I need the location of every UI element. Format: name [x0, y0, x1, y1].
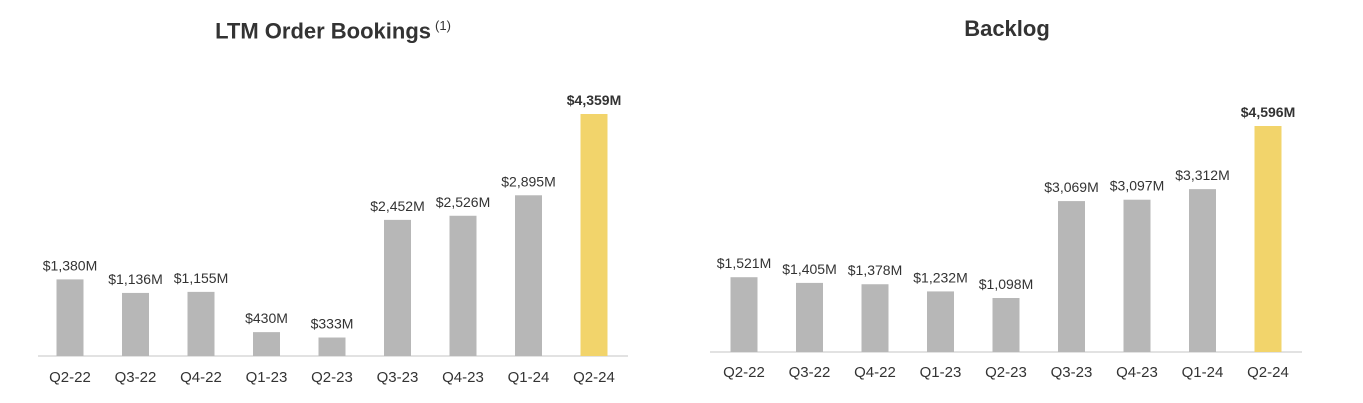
backlog-tick-label: Q1-23	[920, 364, 962, 381]
backlog-chart: $1,521M Q2-22 $1,405M Q3-22 $1,378M Q4-22 $1,2…	[710, 104, 1302, 381]
backlog-tick-label: Q3-22	[789, 364, 831, 381]
backlog-bar-q4-22	[861, 284, 889, 352]
backlog-title: Backlog	[964, 16, 1050, 42]
order-bookings-tick-label: Q1-23	[246, 369, 288, 386]
order-bookings-bar-q2-24	[580, 114, 608, 356]
order-bookings-tick-label: Q1-24	[508, 369, 550, 386]
backlog-bar-q2-22	[730, 277, 758, 352]
order-bookings-tick-label: Q2-23	[311, 369, 353, 386]
order-bookings-title: LTM Order Bookings (1)	[215, 18, 451, 44]
order-bookings-panel: LTM Order Bookings (1) $1,380M Q2-22 $1,136…	[0, 0, 680, 403]
backlog-tick-label: Q4-22	[854, 364, 896, 381]
backlog-tick-label: Q2-22	[723, 364, 765, 381]
backlog-tick-label: Q1-24	[1182, 364, 1224, 381]
backlog-value-label: $3,069M	[1044, 179, 1098, 195]
backlog-value-label: $1,378M	[848, 262, 902, 278]
backlog-value-label: $1,405M	[782, 261, 836, 277]
backlog-bar-q3-23	[1058, 201, 1085, 352]
backlog-value-label: $3,097M	[1110, 178, 1164, 194]
order-bookings-bar-q1-23	[253, 332, 280, 356]
order-bookings-chart: $1,380M Q2-22 $1,136M Q3-22 $1,155M Q4-22 $430…	[38, 92, 628, 386]
order-bookings-tick-label: Q3-23	[377, 369, 419, 386]
backlog-tick-label: Q2-24	[1247, 364, 1289, 381]
backlog-tick-label: Q3-23	[1051, 364, 1093, 381]
order-bookings-footnote: (1)	[435, 18, 451, 33]
order-bookings-value-label: $1,380M	[43, 257, 97, 273]
order-bookings-bar-q2-23	[318, 337, 346, 356]
backlog-bar-q1-24	[1189, 189, 1216, 352]
order-bookings-tick-label: Q4-23	[442, 369, 484, 386]
order-bookings-value-label: $333M	[311, 316, 354, 332]
order-bookings-value-label: $2,452M	[370, 198, 424, 214]
backlog-bar-q2-23	[992, 298, 1020, 352]
order-bookings-bar-q2-22	[56, 279, 84, 356]
order-bookings-bar-q3-22	[122, 292, 149, 356]
order-bookings-tick-label: Q2-22	[49, 369, 91, 386]
order-bookings-bar-q4-23	[449, 215, 477, 356]
order-bookings-tick-label: Q2-24	[573, 369, 615, 386]
backlog-tick-label: Q2-23	[985, 364, 1027, 381]
backlog-value-label: $1,098M	[979, 276, 1033, 292]
backlog-value-label: $3,312M	[1175, 167, 1229, 183]
order-bookings-bar-q1-24	[515, 195, 542, 356]
order-bookings-value-label: $2,895M	[501, 173, 555, 189]
backlog-bar-q2-24	[1254, 126, 1282, 352]
order-bookings-title-text: LTM Order Bookings	[215, 18, 432, 44]
order-bookings-tick-label: Q3-22	[115, 369, 157, 386]
backlog-value-label: $1,521M	[717, 255, 771, 271]
order-bookings-value-label: $2,526M	[436, 194, 490, 210]
backlog-tick-label: Q4-23	[1116, 364, 1158, 381]
order-bookings-bar-q3-23	[384, 219, 411, 356]
order-bookings-tick-label: Q4-22	[180, 369, 222, 386]
order-bookings-value-label: $1,155M	[174, 270, 228, 286]
backlog-title-text: Backlog	[964, 16, 1050, 41]
order-bookings-bar-q4-22	[187, 291, 215, 356]
backlog-value-label: $1,232M	[913, 269, 967, 285]
backlog-bar-q3-22	[796, 282, 823, 352]
backlog-bar-q4-23	[1123, 199, 1151, 352]
backlog-value-label: $4,596M	[1241, 104, 1295, 120]
order-bookings-value-label: $430M	[245, 310, 288, 326]
backlog-panel: Backlog $1,521M Q2-22 $1,405M Q3-22 $1,378M Q…	[680, 0, 1363, 403]
order-bookings-value-label: $1,136M	[108, 271, 162, 287]
order-bookings-value-label: $4,359M	[567, 92, 621, 108]
backlog-bar-q1-23	[927, 291, 954, 352]
